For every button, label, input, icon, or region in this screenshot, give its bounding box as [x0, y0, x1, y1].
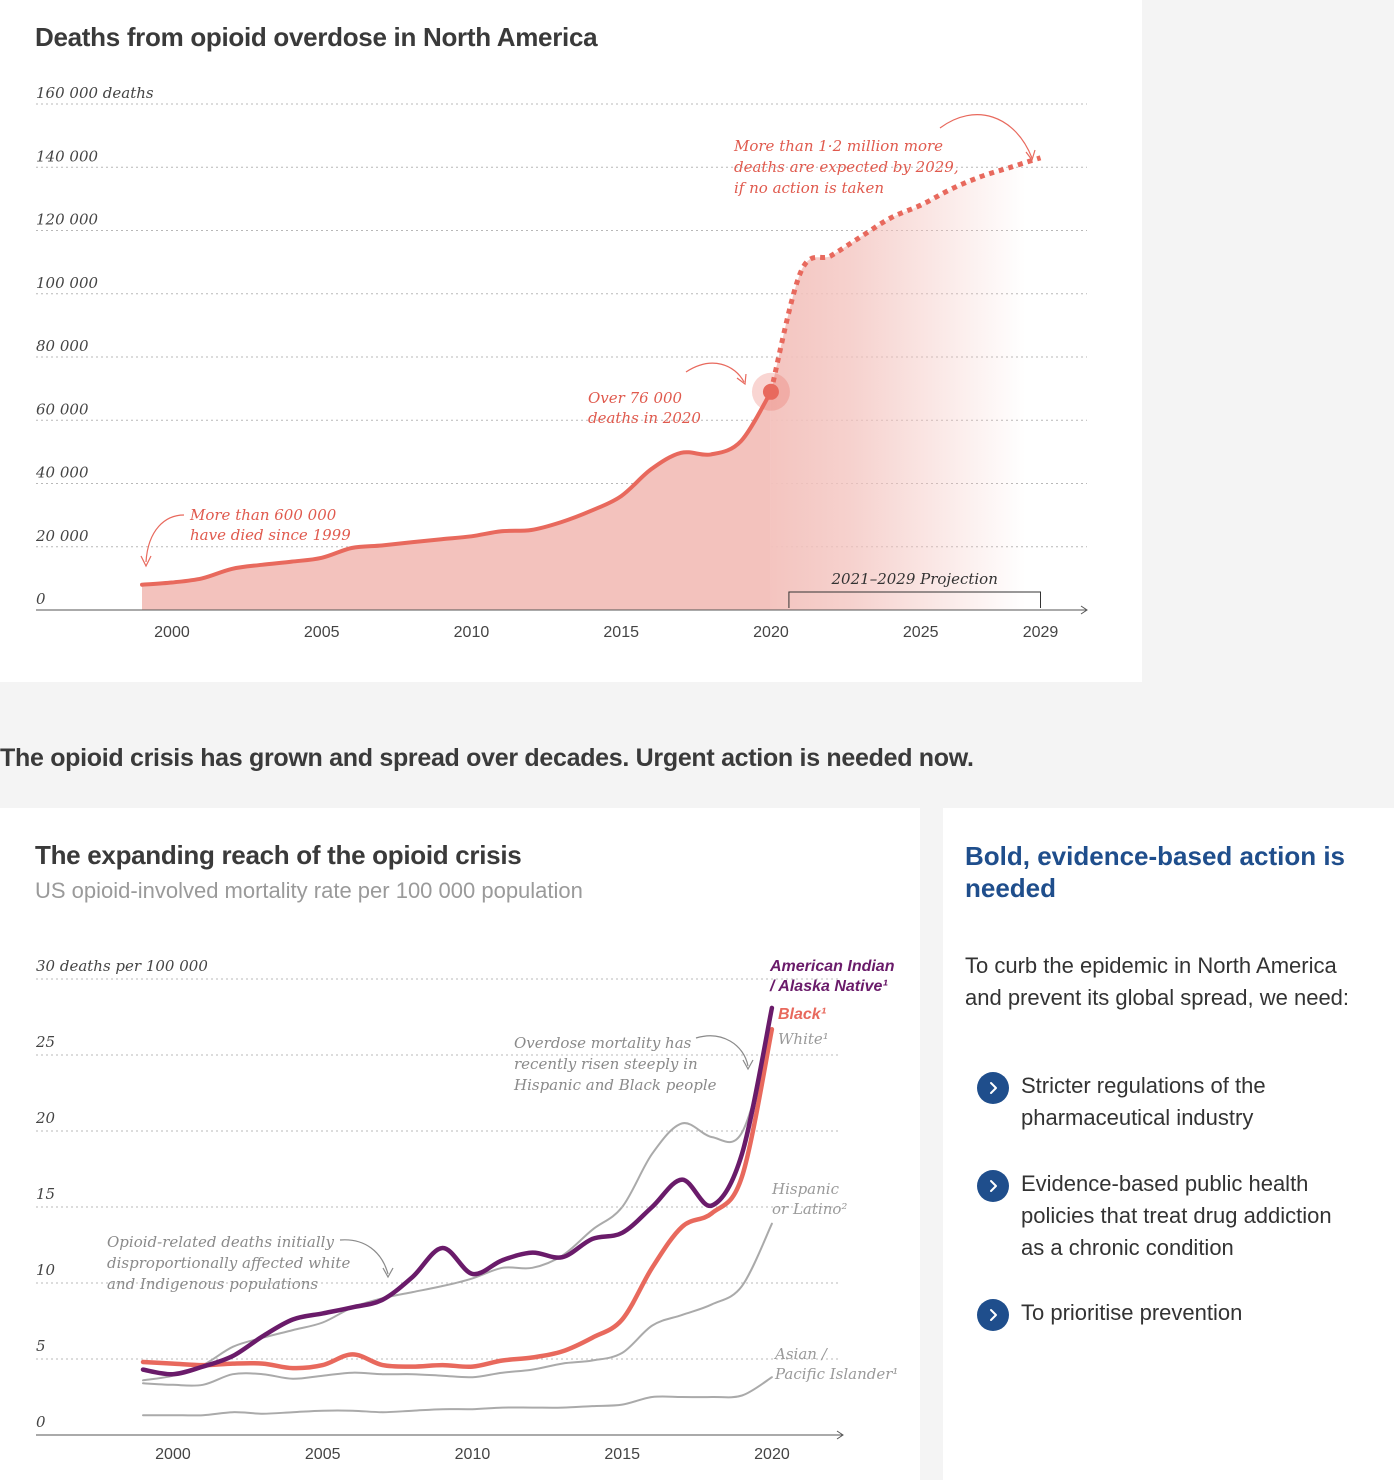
projection-line	[768, 155, 1042, 393]
annotation-arrow	[145, 514, 185, 563]
annotation-recent: Overdose mortality has recently risen ste…	[513, 1034, 717, 1094]
x-tick-label: 2025	[903, 624, 939, 641]
action-intro: To curb the epidemic in North America an…	[965, 953, 1350, 1010]
series-label: American Indian / Alaska Native¹	[769, 958, 895, 995]
annotation-arrow-head	[736, 373, 747, 386]
x-tick-label: 2029	[1023, 624, 1059, 641]
series-line-grey	[142, 1376, 773, 1417]
chart2-title: The expanding reach of the opioid crisis	[35, 840, 522, 870]
projection-label: 2021–2029 Projection	[831, 570, 998, 588]
mortality-chart: 0 5 10 15 20 25 30 deaths per 100 000 2000 2005 2…	[35, 957, 898, 1463]
chart1-title: Deaths from opioid overdose in North Ame…	[35, 22, 598, 52]
y-tick-label: 30 deaths per 100 000	[36, 957, 208, 975]
action-panel: Bold, evidence-based action is needed To…	[943, 808, 1394, 1480]
deaths-chart: 0 20 000 40 000 60 000 80 000 100 000 120 000 1…	[35, 84, 1088, 641]
annotation-arrow-head	[382, 1267, 394, 1279]
x-axis-arrow	[1080, 605, 1088, 615]
y-tick-label: 25	[35, 1033, 55, 1051]
x-tick-label: 2020	[754, 1446, 790, 1463]
series-label: White¹	[778, 1030, 829, 1048]
y-tick-label: 100 000	[36, 274, 98, 292]
annotation-since-1999: More than 600 000 have died since 1999	[189, 506, 351, 544]
chart2-subtitle: US opioid-involved mortality rate per 10…	[35, 878, 583, 903]
x-tick-label: 2005	[305, 1446, 341, 1463]
y-tick-label: 160 000 deaths	[36, 84, 154, 102]
annotation-early: Opioid-related deaths initially dispropor…	[107, 1233, 350, 1293]
annotation-arrow	[339, 1239, 389, 1275]
annotation-arrow-head	[742, 1059, 754, 1071]
x-axis-arrow	[836, 1430, 844, 1440]
y-tick-label: 0	[36, 590, 46, 608]
y-tick-label: 40 000	[35, 464, 89, 482]
annotation-arrow-head	[140, 555, 152, 568]
annotation-arrow	[685, 362, 745, 383]
x-tick-label: 2015	[604, 1446, 640, 1463]
x-tick-label: 2020	[753, 624, 789, 641]
chevron-right-icon	[977, 1072, 1009, 1104]
action-item-text: Stricter regulations of the pharmaceutic…	[1021, 1073, 1266, 1130]
annotation-2020: Over 76 000 deaths in 2020	[588, 389, 701, 427]
annotation-arrow	[695, 1035, 749, 1067]
action-item: Stricter regulations of the pharmaceutic…	[977, 1070, 1357, 1134]
projection-area	[770, 157, 1041, 611]
series-line-black	[140, 1026, 775, 1371]
x-tick-label: 2000	[155, 1446, 191, 1463]
observed-line	[140, 389, 773, 587]
annotation-projection: More than 1·2 million more deaths are exp…	[733, 137, 959, 197]
y-tick-label: 120 000	[36, 211, 98, 229]
y-tick-label: 140 000	[36, 147, 98, 165]
x-tick-label: 2005	[304, 624, 340, 641]
annotation-arrow-head	[1025, 149, 1036, 162]
y-tick-label: 20	[35, 1109, 56, 1127]
projection-bracket	[788, 591, 1041, 608]
y-tick-label: 20 000	[35, 527, 89, 545]
action-title: Bold, evidence-based action is needed	[965, 841, 1345, 903]
x-tick-label: 2010	[455, 1446, 491, 1463]
series-label: Asian / Pacific Islander¹	[773, 1345, 898, 1383]
x-tick-label: 2015	[603, 624, 639, 641]
action-item: To prioritise prevention	[977, 1297, 1357, 1331]
series-label: Black¹	[778, 1006, 827, 1023]
series-label: Hispanic or Latino²	[771, 1180, 847, 1218]
chevron-right-icon	[977, 1299, 1009, 1331]
series-line-grey	[142, 1222, 773, 1387]
y-tick-label: 15	[36, 1185, 55, 1203]
y-tick-label: 0	[36, 1413, 46, 1431]
chevron-right-icon	[977, 1170, 1009, 1202]
action-item: Evidence-based public health policies th…	[977, 1168, 1357, 1264]
y-tick-label: 80 000	[36, 337, 89, 355]
observed-area	[142, 391, 771, 610]
series-line-grey	[142, 1031, 773, 1382]
annotation-arrow	[939, 114, 1033, 159]
x-tick-label: 2010	[454, 624, 490, 641]
action-item-text: To prioritise prevention	[1021, 1300, 1243, 1325]
x-tick-label: 2000	[154, 624, 190, 641]
banner-headline: The opioid crisis has grown and spread o…	[0, 744, 974, 772]
y-tick-label: 10	[36, 1261, 56, 1279]
series-line-aian	[140, 1005, 775, 1377]
highlight-point	[762, 383, 779, 400]
y-tick-label: 60 000	[36, 400, 89, 418]
y-tick-label: 5	[36, 1337, 46, 1355]
action-item-text: Evidence-based public health policies th…	[1021, 1171, 1332, 1260]
